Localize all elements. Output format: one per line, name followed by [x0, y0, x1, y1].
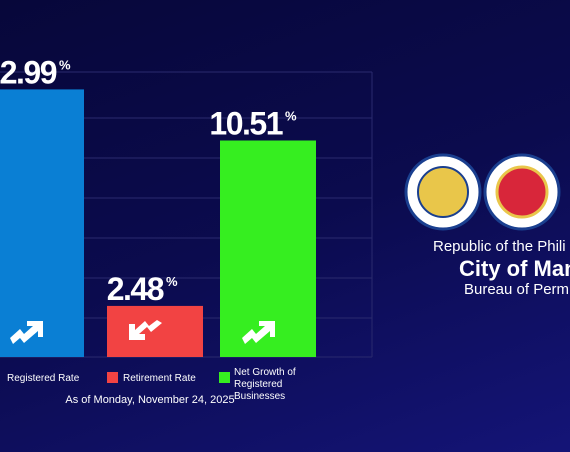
legend-label: Net Growth of Registered Businesses [234, 367, 296, 402]
value-label: 10.51 [209, 105, 282, 141]
trend-icon [10, 321, 43, 344]
trend-icon [129, 320, 162, 340]
legend-swatch [107, 372, 118, 383]
value-label: 2.48 [107, 271, 164, 307]
header-line: Republic of the Phili [433, 238, 566, 255]
value-unit: % [285, 108, 297, 123]
header-line: Bureau of Perm [464, 281, 570, 298]
value-unit: % [166, 274, 178, 289]
logos [404, 153, 561, 231]
bar [220, 140, 316, 357]
bar [107, 305, 203, 357]
value-unit: % [59, 57, 71, 72]
trend-icon [242, 321, 275, 344]
bar [0, 89, 84, 357]
logo-permits-inner [417, 166, 469, 218]
legend-label: Retirement Rate [123, 373, 196, 384]
value-label: 12.99 [0, 54, 57, 90]
legend-label: Registered Rate [7, 373, 80, 384]
legend-swatch [219, 372, 230, 383]
logo-manila-inner [495, 165, 549, 219]
header-title: City of Mani [459, 256, 570, 281]
date-note: As of Monday, November 24, 2025 [65, 394, 234, 406]
